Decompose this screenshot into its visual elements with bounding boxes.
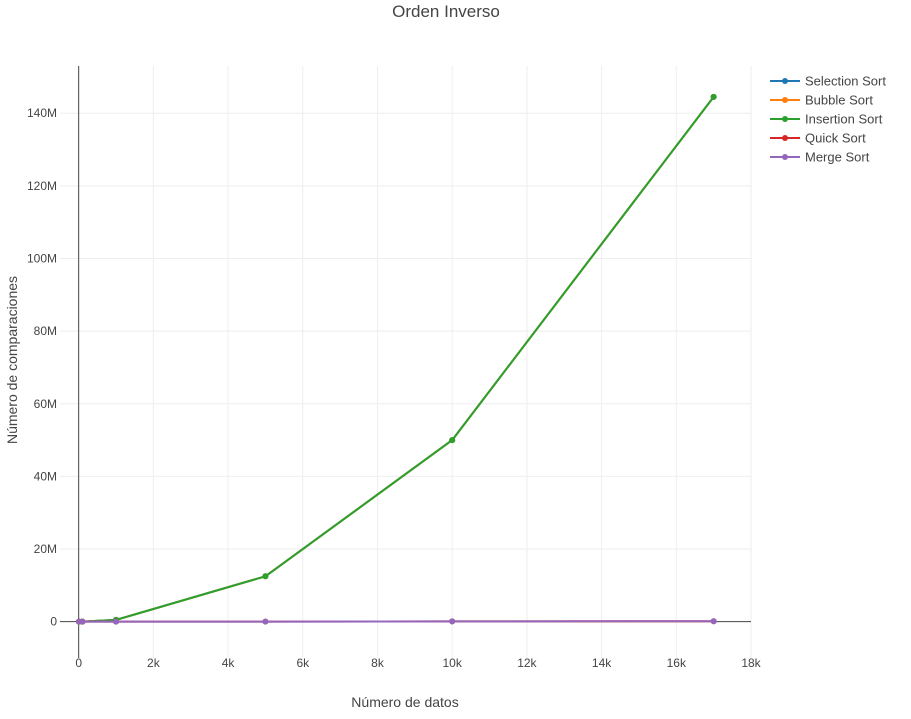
legend-swatch-marker: [782, 78, 788, 84]
y-tick-label: 140M: [27, 106, 57, 120]
legend-item-selection-sort[interactable]: Selection Sort: [770, 74, 886, 89]
series-line-insertion-sort: [79, 97, 714, 622]
series-line-selection-sort: [79, 97, 714, 622]
legend[interactable]: Selection Sort Bubble Sort Insertion Sort Q…: [770, 74, 886, 165]
legend-label: Quick Sort: [805, 131, 866, 146]
x-tick-label: 4k: [222, 656, 236, 670]
legend-label: Merge Sort: [805, 150, 870, 165]
legend-item-merge-sort[interactable]: Merge Sort: [770, 150, 870, 165]
y-tick-label: 80M: [34, 324, 57, 338]
chart-title: Orden Inverso: [392, 2, 500, 21]
grid: [60, 66, 751, 658]
series-line-bubble-sort: [79, 97, 714, 622]
x-tick-label: 0: [75, 656, 82, 670]
plot-area: [76, 94, 717, 625]
data-point-merge-sort: [262, 619, 268, 625]
legend-item-quick-sort[interactable]: Quick Sort: [770, 131, 866, 146]
legend-item-insertion-sort[interactable]: Insertion Sort: [770, 112, 883, 127]
legend-label: Insertion Sort: [805, 112, 883, 127]
x-tick-label: 14k: [592, 656, 612, 670]
data-point-merge-sort: [113, 619, 119, 625]
axes: 0 2k 4k 6k 8k 10k 12k 14k 16k 18k 0 20M 40M 60M 80M 100…: [27, 66, 762, 670]
legend-swatch-marker: [782, 154, 788, 160]
y-tick-label: 40M: [34, 469, 57, 483]
legend-swatch-marker: [782, 116, 788, 122]
legend-label: Bubble Sort: [805, 93, 873, 108]
data-point-insertion-sort: [262, 573, 268, 579]
data-point-insertion-sort: [449, 437, 455, 443]
legend-swatch-marker: [782, 135, 788, 141]
y-tick-label: 120M: [27, 179, 57, 193]
x-tick-label: 2k: [147, 656, 161, 670]
x-tick-label: 6k: [296, 656, 310, 670]
y-tick-label: 0: [50, 615, 57, 629]
x-axis-title: Número de datos: [351, 694, 458, 710]
y-tick-label: 100M: [27, 251, 57, 265]
y-tick-label: 60M: [34, 397, 57, 411]
y-tick-label: 20M: [34, 542, 57, 556]
data-point-merge-sort: [711, 618, 717, 624]
data-point-insertion-sort: [711, 94, 717, 100]
legend-item-bubble-sort[interactable]: Bubble Sort: [770, 93, 873, 108]
x-tick-label: 16k: [667, 656, 687, 670]
x-tick-label: 10k: [443, 656, 463, 670]
x-tick-label: 18k: [741, 656, 761, 670]
legend-swatch-marker: [782, 97, 788, 103]
x-tick-label: 12k: [517, 656, 537, 670]
data-point-merge-sort: [79, 619, 85, 625]
y-axis-title: Número de comparaciones: [4, 276, 20, 444]
data-point-merge-sort: [449, 618, 455, 624]
legend-label: Selection Sort: [805, 74, 886, 89]
x-tick-label: 8k: [371, 656, 385, 670]
